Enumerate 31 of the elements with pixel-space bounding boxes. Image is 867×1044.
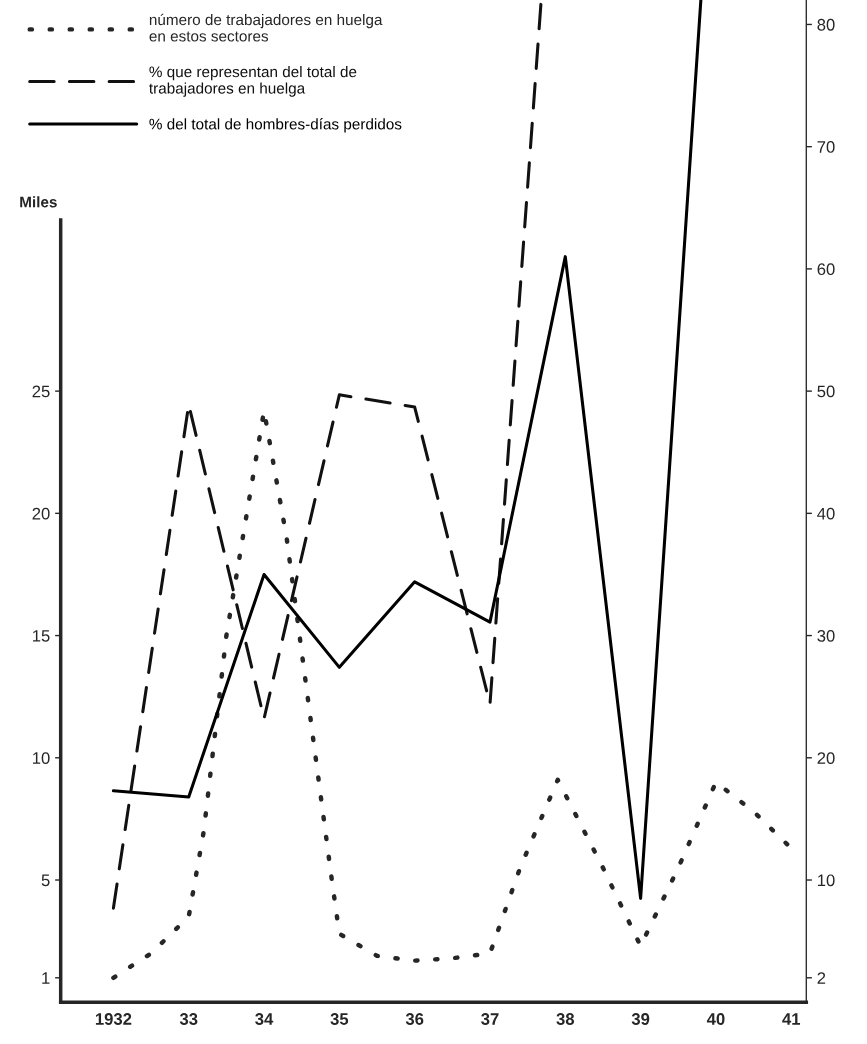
y2-tick-label: 40	[817, 507, 835, 520]
x-tick-label: 33	[179, 1013, 198, 1025]
y2-tick-label: 2	[817, 972, 826, 984]
y2-tick-label: 20	[817, 752, 835, 764]
text: número de trabajadores en huelga en estos sectores	[149, 13, 383, 42]
y-axis-title: Miles	[20, 196, 57, 208]
x-tick-label: 1932	[95, 1013, 132, 1025]
y2-tick-label: 30	[817, 629, 835, 642]
y-tick-label: 15	[33, 630, 50, 642]
y-tick-label: 5	[41, 874, 50, 887]
x-tick-label: 35	[330, 1013, 349, 1025]
y-tick-label: 10	[33, 752, 50, 764]
y2-tick-label: 50	[817, 385, 835, 398]
y2-tick-label: 10	[818, 874, 835, 887]
line-series	[111, 0, 703, 900]
y2-tick-label: 80	[817, 18, 835, 31]
x-tick-label: 40	[706, 1013, 725, 1025]
x-tick-label: 34	[255, 1013, 274, 1025]
x-tick-label: 36	[405, 1013, 424, 1025]
x-tick-label: 37	[481, 1013, 499, 1025]
y-tick-label: 1	[42, 972, 50, 984]
x-tick-label: 38	[556, 1013, 575, 1025]
text: % que representan del total de trabajadores en huelga	[149, 66, 357, 97]
line-series	[111, 0, 543, 910]
y2-tick-label: 60	[817, 263, 835, 276]
x-tick-label: 39	[631, 1013, 650, 1025]
text: % del total de hombres-días perdidos	[149, 118, 402, 133]
x-tick-label: 41	[782, 1013, 801, 1025]
y2-tick-label: 70	[817, 141, 835, 153]
y-tick-label: 25	[32, 385, 50, 398]
y-tick-label: 20	[32, 507, 50, 520]
